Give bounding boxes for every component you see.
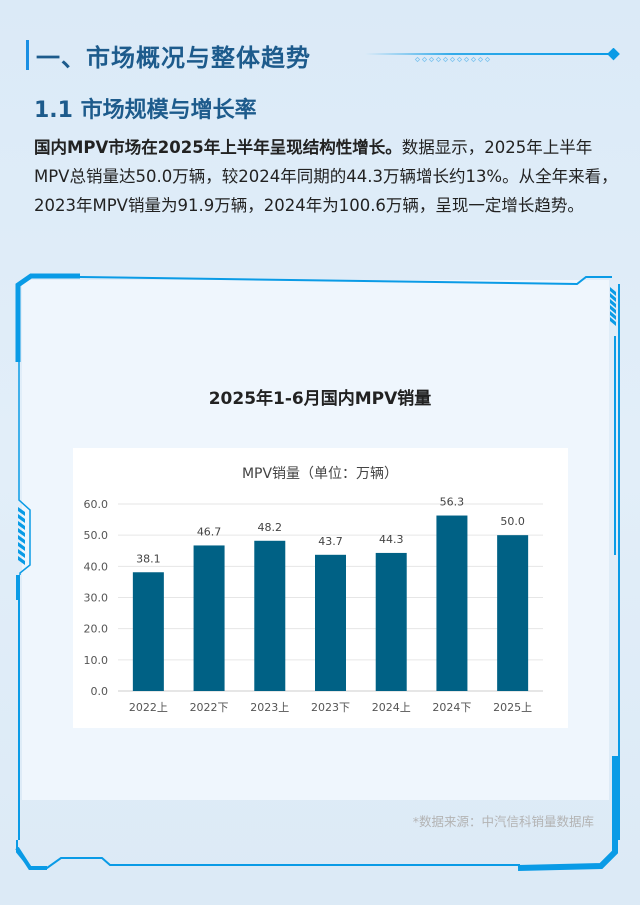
heading-divider-decoration [365, 48, 620, 63]
subsection-title: 1.1 市场规模与增长率 [34, 98, 257, 123]
bar-value-label: 48.2 [258, 521, 283, 534]
bar [193, 545, 225, 691]
y-tick-label: 40.0 [84, 560, 109, 573]
heading-accent-bar [26, 40, 29, 70]
bar [497, 535, 529, 691]
x-tick-label: 2022下 [190, 701, 229, 714]
x-tick-label: 2022上 [129, 701, 168, 714]
y-tick-label: 50.0 [84, 529, 109, 542]
data-source-note: *数据来源：中汽信科销量数据库 [412, 814, 594, 829]
intro-paragraph: 国内MPV市场在2025年上半年呈现结构性增长。数据显示，2025年上半年MPV… [34, 133, 619, 220]
bar-chart-canvas: MPV销量（单位：万辆） 0.0 10.0 20.0 30.0 40.0 50.0 60.0 3… [84, 466, 543, 714]
x-tick-label: 2025上 [493, 701, 532, 714]
bar-chart: MPV销量（单位：万辆） 0.0 10.0 20.0 30.0 40.0 50.0 60.0 3… [73, 448, 568, 728]
bar-value-label: 43.7 [318, 535, 343, 548]
bar [315, 554, 346, 691]
y-tick-label: 30.0 [84, 592, 109, 605]
bar [436, 515, 468, 691]
y-tick-label: 10.0 [84, 654, 109, 667]
chart-inner-title: MPV销量（单位：万辆） [242, 466, 398, 482]
x-tick-label: 2024上 [372, 701, 411, 714]
y-tick-label: 60.0 [84, 498, 109, 511]
bar [375, 552, 407, 691]
bar-value-label: 56.3 [440, 496, 465, 509]
bar-value-label: 38.1 [136, 552, 161, 565]
x-tick-label: 2023上 [250, 701, 289, 714]
paragraph-body: 数据显示，2025年上半年MPV总销量达50.0万辆，较2024年同期的44.3… [34, 138, 618, 215]
figure-title: 2025年1-6月国内MPV销量 [208, 389, 432, 409]
paragraph-lead: 国内MPV市场在2025年上半年呈现结构性增长。 [34, 138, 402, 157]
bar [254, 540, 286, 691]
section-heading: 一、市场概况与整体趋势 [26, 40, 311, 72]
bar-value-label: 50.0 [500, 515, 524, 528]
x-tick-label: 2024下 [432, 701, 471, 714]
y-tick-label: 0.0 [91, 685, 109, 698]
y-tick-label: 20.0 [84, 623, 109, 636]
x-tick-label: 2023下 [311, 701, 350, 714]
bar-value-label: 46.7 [197, 525, 222, 538]
bar [132, 572, 164, 691]
section-title: 一、市场概况与整体趋势 [36, 43, 311, 72]
bar-value-label: 44.3 [379, 533, 404, 546]
